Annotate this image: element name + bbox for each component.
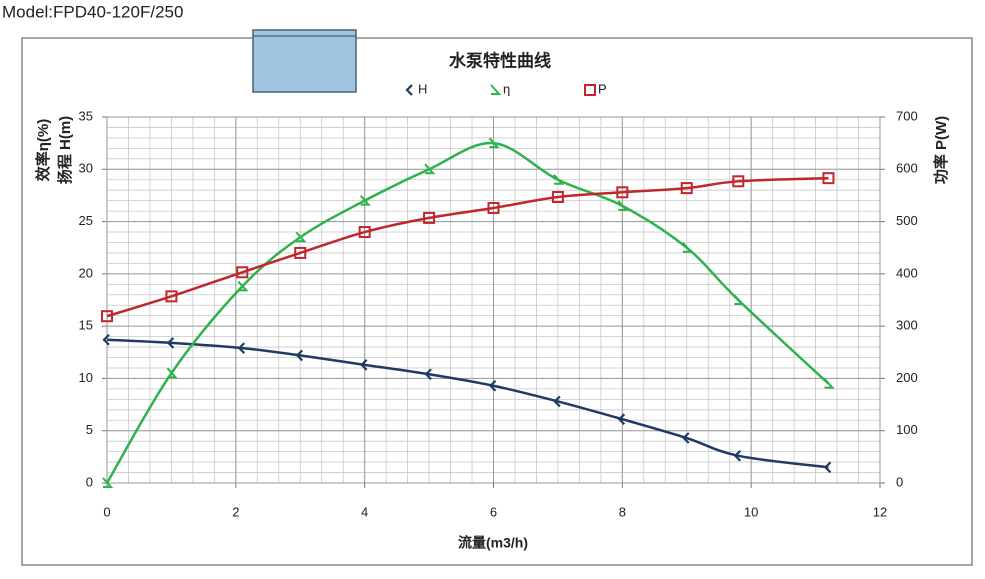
- marker: [102, 333, 110, 346]
- marker: [360, 359, 368, 371]
- y2-tick-label: 200: [896, 370, 918, 385]
- marker: [423, 211, 436, 224]
- y2-tick-label: 100: [896, 422, 918, 437]
- y-tick-label: 5: [86, 422, 93, 437]
- marker: [680, 182, 693, 195]
- marker: [166, 337, 175, 349]
- x-tick-label: 4: [361, 504, 368, 519]
- x-tick-label: 0: [103, 504, 110, 519]
- x-axis-title: 流量(m3/h): [458, 535, 528, 551]
- marker: [616, 186, 629, 199]
- legend-label: H: [418, 81, 427, 96]
- marker: [424, 368, 432, 381]
- marker: [101, 310, 113, 323]
- y-tick-label: 35: [79, 108, 93, 123]
- marker: [487, 201, 500, 214]
- marker: [358, 226, 371, 239]
- marker: [823, 377, 835, 389]
- marker: [488, 379, 497, 392]
- y2-tick-label: 300: [896, 318, 918, 333]
- marker: [822, 172, 835, 185]
- y2-tick-label: 600: [896, 161, 918, 176]
- marker: [732, 175, 745, 188]
- series-line: [105, 141, 830, 484]
- marker: [295, 349, 304, 362]
- legend-label: η: [503, 81, 510, 96]
- x-tick-label: 8: [619, 504, 626, 519]
- marker: [617, 200, 629, 211]
- series-line: [106, 176, 829, 318]
- marker: [237, 280, 249, 292]
- legend-marker: [490, 84, 502, 95]
- y-tick-label: 10: [79, 370, 93, 385]
- marker: [682, 432, 690, 444]
- y2-tick-label: 500: [896, 213, 918, 228]
- marker: [823, 461, 832, 474]
- series-line: [106, 338, 829, 469]
- marker: [488, 137, 500, 149]
- chart-title: 水泵特性曲线: [449, 50, 551, 70]
- y2-tick-label: 700: [896, 108, 918, 123]
- y-tick-label: 30: [79, 161, 93, 176]
- marker: [733, 450, 742, 462]
- y-tick-label: 25: [79, 213, 93, 228]
- marker: [166, 367, 178, 379]
- y-tick-label: 20: [79, 265, 93, 280]
- model-label: Model:FPD40-120F/250: [2, 2, 183, 21]
- marker: [102, 477, 114, 488]
- y2-tick-label: 0: [896, 474, 903, 489]
- legend-marker: [405, 84, 413, 96]
- marker: [553, 174, 565, 185]
- marker: [424, 163, 436, 175]
- x-tick-label: 12: [873, 504, 887, 519]
- marker: [236, 266, 249, 279]
- y-axis-title: 扬程 H(m): [56, 116, 74, 184]
- marker: [682, 242, 693, 253]
- y-tick-label: 15: [79, 318, 93, 333]
- x-tick-label: 2: [232, 504, 239, 519]
- y-axis-title-2: 效率η(%): [34, 119, 52, 182]
- y2-axis-title: 功率 P(W): [932, 116, 950, 184]
- legend-label: P: [598, 81, 607, 96]
- marker: [359, 194, 371, 206]
- marker: [551, 190, 564, 203]
- legend-marker: [584, 84, 596, 96]
- marker: [295, 231, 307, 243]
- y2-tick-label: 400: [896, 265, 918, 280]
- marker: [733, 294, 745, 305]
- overlay-box: [252, 29, 357, 93]
- y-tick-label: 0: [86, 474, 93, 489]
- marker: [165, 290, 178, 303]
- marker: [294, 246, 307, 259]
- x-tick-label: 6: [490, 504, 497, 519]
- x-tick-label: 10: [744, 504, 758, 519]
- marker: [237, 342, 246, 354]
- marker: [553, 395, 561, 408]
- marker: [617, 413, 626, 425]
